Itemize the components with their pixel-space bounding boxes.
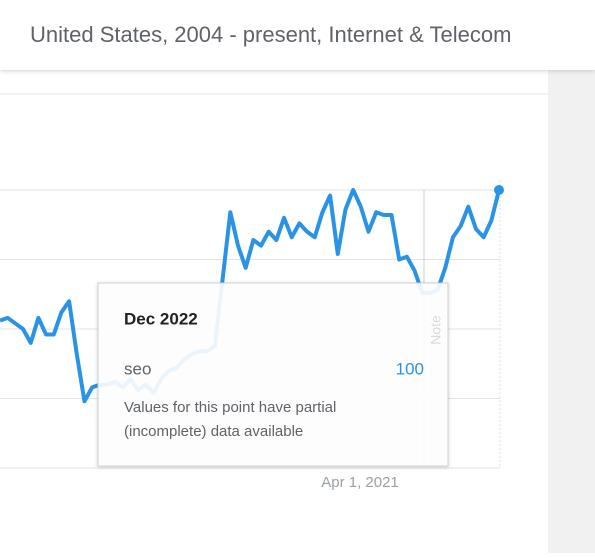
tooltip-value: 100 [396,359,424,378]
tooltip: Note Dec 2022 seo 100 Values for this po… [97,282,449,467]
side-note: Note [428,315,444,345]
tooltip-box [97,282,449,467]
x-tick-label: Apr 1, 2021 [321,474,399,491]
header-title: United States, 2004 - present, Internet … [30,22,511,47]
plot [0,185,504,404]
tooltip-date: Dec 2022 [124,309,198,328]
line [0,188,501,404]
point [494,185,504,195]
tooltip-series: seo [124,359,151,378]
tooltip-note: (incomplete) data available [124,423,303,440]
tooltip-note: Values for this point have partial [124,399,336,416]
header-bar [0,0,595,70]
